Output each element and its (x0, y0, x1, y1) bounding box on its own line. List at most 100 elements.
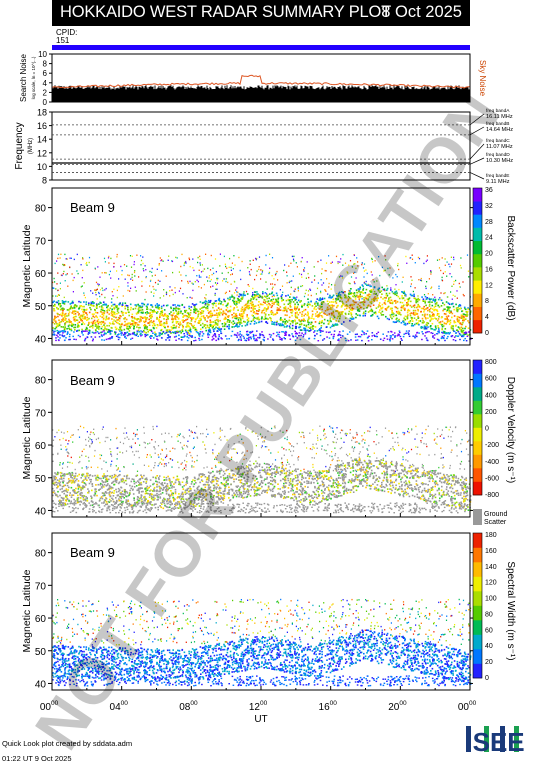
scatter-cell (429, 316, 431, 318)
scatter-cell (140, 310, 142, 312)
scatter-cell (214, 444, 215, 445)
scatter-cell (103, 334, 105, 335)
scatter-cell (266, 321, 268, 323)
scatter-cell (163, 318, 165, 320)
scatter-cell (112, 291, 113, 292)
scatter-cell (174, 318, 176, 320)
scatter-cell (341, 312, 343, 314)
scatter-cell (331, 451, 332, 452)
scatter-cell (175, 257, 176, 258)
scatter-cell (197, 455, 198, 456)
scatter-cell (350, 298, 352, 300)
scatter-cell (354, 283, 355, 284)
scatter-cell (56, 330, 58, 332)
scatter-cell (359, 305, 361, 307)
scatter-cell (155, 307, 157, 309)
scatter-cell (312, 325, 314, 327)
scatter-cell (164, 326, 166, 328)
scatter-cell (345, 263, 346, 264)
scatter-cell (130, 325, 132, 327)
scatter-cell (346, 454, 347, 455)
scatter-cell (82, 322, 84, 324)
scatter-cell (282, 323, 284, 325)
scatter-cell (317, 298, 319, 300)
scatter-cell (82, 334, 84, 335)
scatter-cell (66, 328, 68, 330)
scatter-cell (92, 301, 94, 303)
scatter-cell (349, 290, 351, 292)
scatter-cell (201, 310, 203, 312)
scatter-cell (434, 337, 436, 338)
scatter-cell (397, 263, 398, 264)
scatter-cell (208, 337, 210, 338)
scatter-cell (340, 432, 341, 433)
scatter-cell (314, 275, 315, 276)
scatter-cell (363, 334, 365, 335)
scatter-cell (96, 304, 98, 306)
scatter-cell (435, 326, 437, 328)
scatter-cell (367, 297, 369, 299)
scatter-cell (257, 295, 259, 297)
scatter-cell (461, 461, 462, 462)
scatter-cell (154, 325, 156, 327)
scatter-cell (414, 307, 416, 309)
scatter-cell (198, 257, 199, 258)
scatter-cell (419, 258, 420, 259)
scatter-cell (266, 310, 268, 312)
scatter-cell (145, 332, 147, 334)
scatter-cell (217, 324, 219, 326)
scatter-cell (57, 313, 59, 315)
scatter-cell (73, 434, 74, 435)
scatter-cell (136, 322, 138, 324)
scatter-cell (88, 304, 90, 306)
scatter-cell (350, 318, 352, 320)
scatter-cell (314, 303, 316, 305)
scatter-cell (67, 273, 68, 274)
scatter-cell (402, 302, 404, 304)
scatter-cell (203, 317, 205, 319)
scatter-cell (462, 322, 464, 324)
scatter-cell (170, 311, 172, 313)
scatter-cell (142, 317, 144, 319)
scatter-cell (69, 336, 71, 337)
scatter-cell (193, 311, 195, 313)
scatter-cell (329, 283, 330, 284)
scatter-cell (184, 445, 185, 446)
scatter-cell (316, 453, 317, 454)
scatter-cell (167, 326, 169, 328)
scatter-cell (212, 307, 214, 309)
scatter-cell (123, 295, 124, 296)
scatter-cell (264, 312, 266, 314)
scatter-cell (406, 330, 408, 331)
scatter-cell (63, 271, 64, 272)
scatter-cell (136, 306, 138, 308)
scatter-cell (227, 282, 228, 283)
scatter-cell (240, 320, 242, 322)
scatter-cell (358, 288, 360, 290)
scatter-cell (303, 432, 304, 433)
scatter-cell (134, 454, 135, 455)
scatter-cell (61, 330, 63, 331)
scatter-cell (386, 285, 387, 286)
scatter-cell (255, 258, 256, 259)
scatter-cell (374, 296, 376, 298)
scatter-cell (85, 439, 86, 440)
scatter-cell (86, 328, 88, 330)
scatter-cell (304, 324, 306, 326)
scatter-cell (216, 319, 218, 321)
scatter-cell (422, 467, 423, 468)
scatter-cell (295, 323, 297, 325)
scatter-cell (376, 297, 378, 299)
scatter-cell (144, 299, 145, 300)
scatter-cell (399, 330, 401, 331)
scatter-cell (307, 303, 309, 305)
scatter-cell (383, 314, 385, 316)
scatter-cell (417, 313, 419, 315)
scatter-cell (342, 292, 344, 294)
scatter-cell (230, 274, 231, 275)
scatter-cell (113, 319, 115, 321)
scatter-cell (377, 316, 379, 318)
scatter-cell (238, 302, 240, 304)
scatter-cell (314, 307, 316, 309)
scatter-cell (183, 333, 185, 334)
